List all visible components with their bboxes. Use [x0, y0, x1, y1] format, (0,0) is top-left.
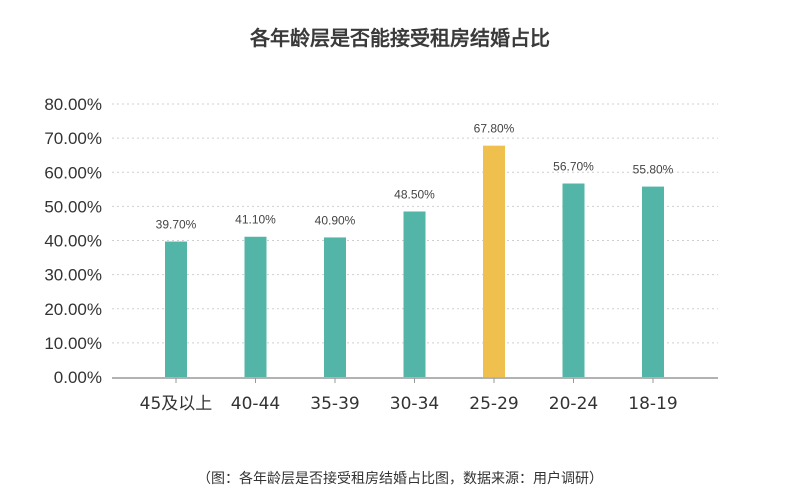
grid-lines [112, 103, 718, 344]
x-axis: 45及以上 40-44 35-39 30-34 25-29 20-24 18-19 [112, 377, 718, 414]
y-axis: 0.00% 10.00% 20.00% 30.00% 40.00% 50.00% 60.00… [44, 95, 102, 387]
x-tick-label: 20-24 [549, 394, 598, 414]
y-tick-label: 70.00% [44, 129, 102, 148]
data-label: 39.70% [156, 218, 197, 232]
bar [244, 236, 267, 377]
bar [403, 211, 426, 377]
bar [165, 241, 187, 377]
x-tick-label: 30-34 [390, 394, 439, 414]
source-note: （图：各年龄层是否接受租房结婚占比图，数据来源：用户调研） [197, 471, 603, 487]
x-tick-label: 18-19 [628, 394, 677, 414]
y-tick-label: 30.00% [44, 266, 102, 285]
data-label: 48.50% [394, 187, 435, 201]
chart-title: 各年龄层是否能接受租房结婚占比 [250, 26, 550, 50]
y-tick-label: 20.00% [44, 300, 102, 319]
y-tick-label: 10.00% [44, 334, 102, 353]
bar [642, 186, 664, 377]
x-tick-label: 35-39 [310, 394, 359, 414]
data-labels: 39.70% 41.10% 40.90% 48.50% 67.80% 56.70% 55.8… [156, 122, 674, 232]
bar [562, 183, 585, 377]
data-label: 41.10% [235, 213, 276, 227]
data-label: 40.90% [315, 213, 356, 227]
data-label: 55.80% [633, 163, 674, 177]
bar [483, 145, 505, 377]
x-tick-label: 45及以上 [140, 394, 213, 414]
data-label: 67.80% [474, 122, 515, 136]
y-tick-label: 40.00% [44, 232, 102, 251]
y-tick-label: 0.00% [54, 368, 102, 387]
y-tick-label: 60.00% [44, 163, 102, 182]
y-tick-label: 50.00% [44, 197, 102, 216]
y-tick-label: 80.00% [44, 95, 102, 114]
bars [165, 145, 664, 377]
data-label: 56.70% [553, 160, 594, 174]
x-tick-label: 40-44 [231, 394, 280, 414]
bar [324, 237, 346, 377]
x-tick-label: 25-29 [469, 394, 518, 414]
